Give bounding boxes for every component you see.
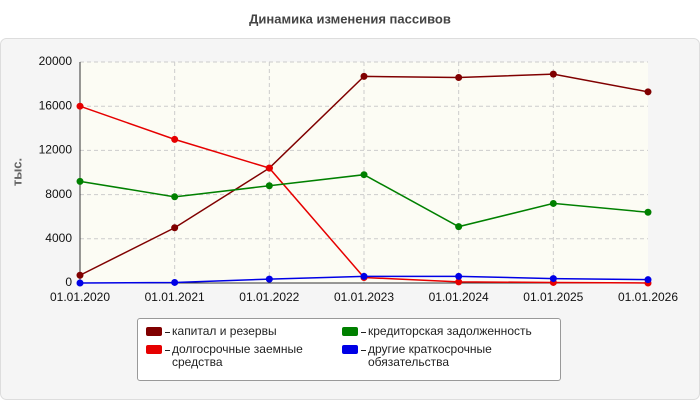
legend-label: капитал и резервы: [172, 324, 277, 338]
y-tick-label: 16000: [39, 98, 73, 112]
point: [360, 171, 368, 179]
point: [455, 223, 463, 231]
x-tick-label: 01.01.2026: [618, 290, 678, 304]
legend-item: капитал и резервы: [146, 325, 342, 340]
x-tick-label: 01.01.2022: [239, 290, 299, 304]
point: [76, 279, 84, 287]
legend-swatch: [146, 327, 162, 336]
legend-item: другие краткосрочные обязательства: [342, 343, 552, 371]
point: [549, 275, 557, 283]
x-tick-label: 01.01.2020: [50, 290, 110, 304]
point: [265, 275, 273, 283]
point: [171, 224, 179, 232]
legend-swatch: [146, 345, 162, 354]
point: [265, 164, 273, 172]
x-tick-label: 01.01.2025: [523, 290, 583, 304]
point: [455, 73, 463, 81]
legend-swatch: [342, 345, 358, 354]
point: [360, 72, 368, 80]
legend-item: кредиторская задолженность: [342, 325, 552, 340]
y-tick-label: 12000: [39, 143, 73, 157]
point: [76, 271, 84, 279]
point: [644, 276, 652, 284]
x-tick-label: 01.01.2021: [145, 290, 205, 304]
point: [549, 70, 557, 78]
point: [171, 135, 179, 143]
point: [360, 272, 368, 280]
y-tick-label: 8000: [45, 187, 72, 201]
legend-label: другие краткосрочные обязательства: [368, 342, 492, 369]
point: [549, 199, 557, 207]
point: [76, 102, 84, 110]
y-tick-label: 4000: [45, 231, 72, 245]
legend-dash: [165, 332, 170, 333]
legend-swatch: [342, 327, 358, 336]
x-tick-label: 01.01.2023: [334, 290, 394, 304]
legend-item: долгосрочные заемные средства: [146, 343, 342, 371]
point: [455, 278, 463, 286]
point: [644, 208, 652, 216]
point: [171, 278, 179, 286]
chart-title: Динамика изменения пассивов: [249, 11, 451, 26]
point: [455, 272, 463, 280]
legend-dash: [361, 350, 366, 351]
y-tick-label: 20000: [39, 54, 73, 68]
legend-dash: [165, 350, 170, 351]
x-tick-label: 01.01.2024: [429, 290, 489, 304]
point: [644, 88, 652, 96]
legend-label: долгосрочные заемные средства: [172, 342, 303, 369]
legend: капитал и резервы кредиторская задолженно…: [137, 318, 561, 381]
y-tick-label: 0: [65, 275, 72, 289]
point: [76, 177, 84, 185]
point: [171, 193, 179, 201]
legend-dash: [361, 332, 366, 333]
point: [265, 182, 273, 190]
y-axis-label: тыс.: [9, 158, 24, 186]
legend-label: кредиторская задолженность: [368, 324, 532, 338]
